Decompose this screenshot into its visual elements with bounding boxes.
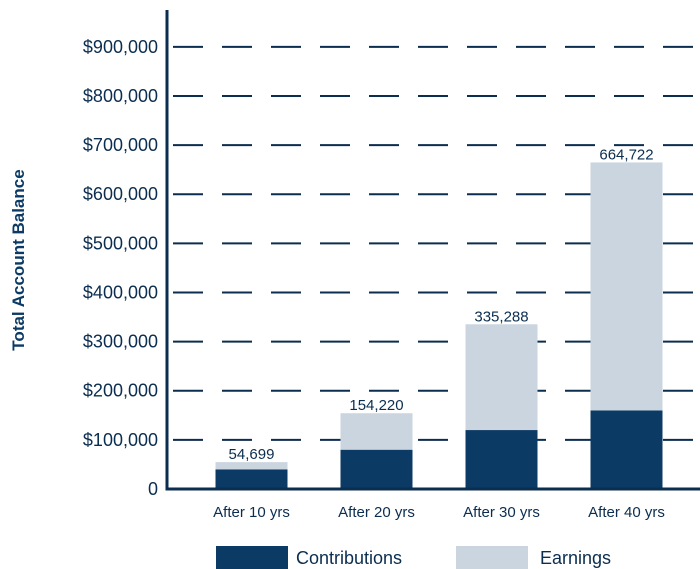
y-tick-label: $900,000	[83, 37, 158, 57]
axes	[165, 10, 700, 491]
gridlines	[173, 45, 700, 441]
y-axis-label: Total Account Balance	[9, 169, 28, 350]
bar-total-label: 54,699	[229, 446, 275, 463]
y-tick-label: $100,000	[83, 430, 158, 450]
x-tick-label: After 10 yrs	[213, 504, 290, 521]
bars	[215, 162, 663, 489]
bar-total-label: 154,220	[349, 397, 403, 414]
y-axis-ticks: 0 $100,000 $200,000 $300,000 $400,000 $500,00…	[83, 37, 158, 499]
contributions-bar	[340, 449, 413, 489]
y-tick-label: $300,000	[83, 332, 158, 352]
earnings-bar	[465, 324, 538, 431]
earnings-bar	[215, 462, 288, 470]
bar-total-label: 664,722	[599, 146, 653, 163]
earnings-legend-label: Earnings	[540, 548, 611, 568]
earnings-bar	[590, 162, 663, 411]
earnings-bar	[340, 413, 413, 450]
x-tick-label: After 30 yrs	[463, 504, 540, 521]
y-tick-label: $500,000	[83, 233, 158, 253]
bar-total-label: 335,288	[474, 308, 528, 325]
y-tick-label: $700,000	[83, 135, 158, 155]
y-tick-label: $600,000	[83, 184, 158, 204]
y-tick-label: $800,000	[83, 86, 158, 106]
legend: Contributions Earnings	[216, 546, 611, 569]
y-tick-label: $400,000	[83, 282, 158, 302]
contributions-bar	[215, 469, 288, 489]
contributions-bar	[465, 430, 538, 489]
contributions-legend-label: Contributions	[296, 548, 402, 568]
contributions-bar	[590, 410, 663, 489]
x-tick-label: After 40 yrs	[588, 504, 665, 521]
contributions-legend-swatch	[216, 546, 288, 569]
x-axis-ticks: After 10 yrs After 20 yrs After 30 yrs Afte…	[213, 504, 665, 521]
y-tick-label: $200,000	[83, 381, 158, 401]
x-tick-label: After 20 yrs	[338, 504, 415, 521]
y-tick-label: 0	[148, 479, 158, 499]
total-labels: 54,699 154,220 335,288 664,722	[229, 146, 654, 463]
earnings-legend-swatch	[456, 546, 528, 569]
